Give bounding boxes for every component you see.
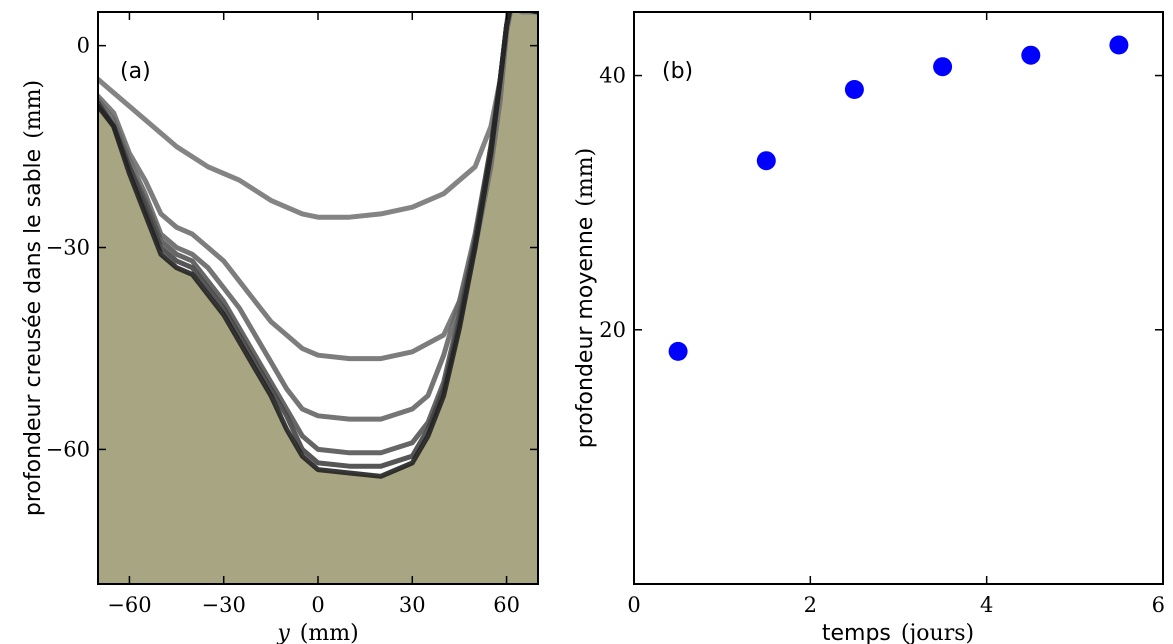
panel-b-x-axis-label: temps (jours): [822, 621, 974, 644]
profile-lines: [98, 12, 538, 479]
x-tick-label: 4: [980, 593, 993, 617]
profile-line-6: [98, 12, 538, 479]
panel-a-y-ticks: 0 −30 −60: [46, 34, 538, 461]
panel-a-x-unit: (mm): [300, 621, 359, 644]
data-point: [756, 151, 776, 171]
panel-a-x-var: y: [276, 621, 290, 644]
data-point: [933, 57, 953, 77]
x-tick-label: 30: [399, 593, 426, 617]
panel-b-x-ticks: 0 2 4 6: [627, 12, 1165, 617]
panel-a-x-ticks: −60 −30 0 30 60: [107, 12, 520, 617]
scatter-points: [668, 35, 1129, 361]
data-point: [668, 341, 688, 361]
x-tick-label: 60: [493, 593, 520, 617]
x-tick-label: −60: [107, 593, 151, 617]
panel-b-x-unit: (jours): [901, 621, 974, 644]
x-tick-label: 6: [1152, 593, 1165, 617]
panel-b-y-unit: (mm): [573, 148, 598, 207]
data-point: [1109, 35, 1129, 55]
panel-a-label: (a): [120, 59, 151, 84]
sand-fill: [98, 12, 538, 584]
panel-a-y-text: profondeur creusée dans le sable: [21, 149, 46, 516]
profile-line-1: [98, 12, 538, 220]
panel-b-x-text: temps: [822, 621, 891, 644]
x-tick-label: −30: [202, 593, 246, 617]
panel-b-label: (b): [662, 59, 693, 84]
data-point: [844, 80, 864, 99]
panel-a: −60 −30 0 30 60 0 −30 −60 (a) y (mm) profondeu…: [21, 11, 539, 644]
y-tick-label: 0: [77, 34, 90, 58]
y-tick-label: −60: [46, 437, 90, 461]
panel-b-frame: [633, 11, 1164, 585]
data-point: [1021, 45, 1041, 65]
panel-b-y-text: profondeur moyenne: [573, 217, 598, 448]
panel-a-y-unit: (mm): [21, 80, 46, 139]
panel-b-y-axis-label: profondeur moyenne (mm): [573, 148, 598, 448]
y-tick-label: 40: [599, 64, 626, 88]
panel-a-x-axis-label: y (mm): [276, 621, 358, 644]
x-tick-label: 2: [804, 593, 817, 617]
y-tick-label: 20: [599, 318, 626, 342]
panel-a-y-axis-label: profondeur creusée dans le sable (mm): [21, 80, 46, 516]
y-tick-label: −30: [46, 236, 90, 260]
x-tick-label: 0: [627, 593, 640, 617]
x-tick-label: 0: [311, 593, 324, 617]
